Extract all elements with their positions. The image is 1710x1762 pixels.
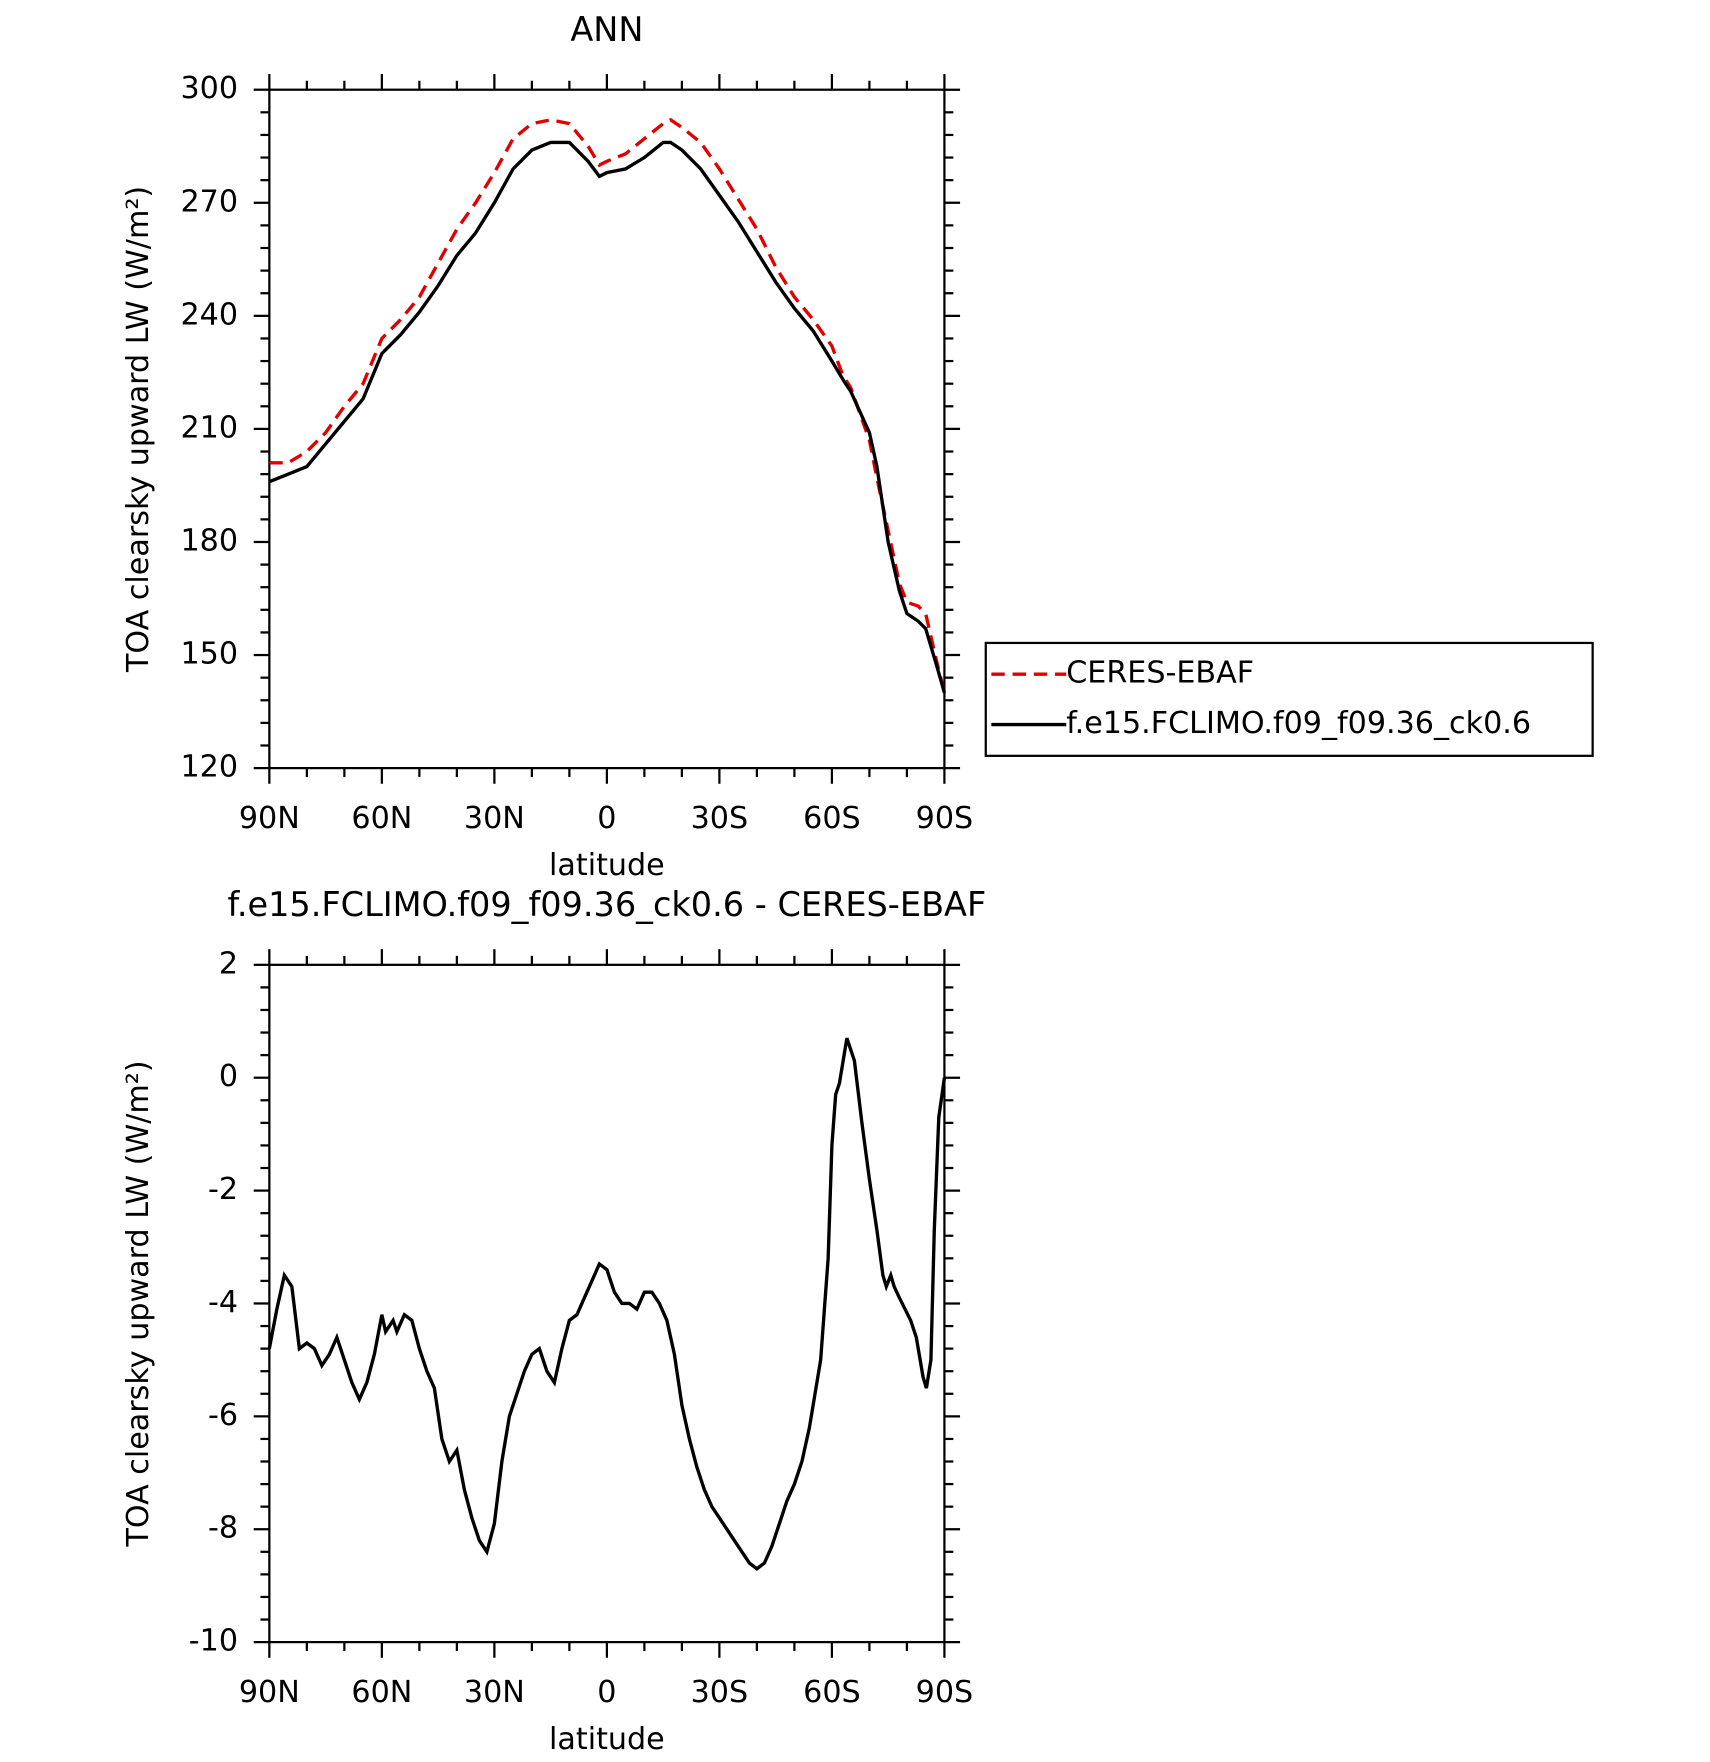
y-tick-label: -2 [208,1172,238,1207]
y-tick-label: 0 [219,1059,238,1094]
y-tick-label: -10 [189,1624,238,1659]
y-tick-label: 300 [180,71,238,106]
legend-label: CERES-EBAF [1066,656,1254,691]
x-tick-label: 60N [351,801,412,836]
x-tick-label: 30S [691,1675,749,1710]
x-tick-label: 60S [803,1675,861,1710]
x-tick-label: 0 [597,1675,616,1710]
y-tick-label: 120 [180,750,238,785]
y-tick-label: -4 [208,1285,238,1320]
legend-label: f.e15.FCLIMO.f09_f09.36_ck0.6 [1066,706,1531,741]
data-line [268,140,947,694]
y-tick-label: 2 [219,946,238,981]
y-tick-label: 240 [180,297,238,332]
x-axis-label: latitude [549,848,665,883]
x-tick-label: 30N [464,801,525,836]
x-tick-label: 90N [239,801,300,836]
chart-title: ANN [570,10,643,49]
data-line [269,117,947,694]
y-tick-label: 150 [180,637,238,672]
y-tick-label: 180 [180,523,238,558]
plot-frame [268,88,946,770]
y-tick-label: -8 [208,1511,238,1546]
x-tick-label: 30N [464,1675,525,1710]
chart-title: f.e15.FCLIMO.f09_f09.36_ck0.6 - CERES-EB… [227,885,986,924]
plot-frame [268,963,946,1644]
x-tick-label: 90S [916,1675,974,1710]
data-line [267,1037,947,1571]
x-tick-label: 60N [351,1675,412,1710]
x-tick-label: 90N [239,1675,300,1710]
x-tick-label: 60S [803,801,861,836]
x-tick-label: 0 [597,801,616,836]
y-tick-label: 210 [180,410,238,445]
y-axis-label: TOA clearsky upward LW (W/m²) [121,1060,156,1547]
y-axis-label: TOA clearsky upward LW (W/m²) [121,186,156,673]
x-tick-label: 90S [916,801,974,836]
legend-box [984,641,1594,757]
y-tick-label: 270 [180,184,238,219]
x-tick-label: 30S [691,801,749,836]
x-axis-label: latitude [549,1722,665,1757]
y-tick-label: -6 [208,1398,238,1433]
